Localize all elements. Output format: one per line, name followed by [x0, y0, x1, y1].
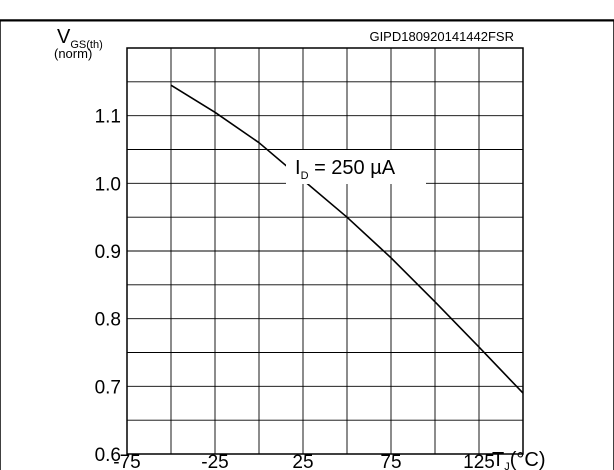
grid — [127, 48, 523, 454]
y-axis-norm-label: (norm) — [54, 46, 92, 61]
figure-code: GIPD180920141442FSR — [369, 29, 514, 44]
y-tick-label: 0.9 — [95, 242, 121, 263]
x-tick-label: -25 — [201, 452, 228, 470]
y-tick-label: 1.1 — [95, 107, 121, 128]
annotation-background — [286, 150, 426, 184]
curve-annotation: ID = 250 µA — [295, 157, 396, 182]
x-tick-label: 75 — [380, 452, 401, 470]
x-tick-label: 125 — [463, 452, 495, 470]
tick-labels: -75 -25 25 75 125 0.6 0.7 0.8 0.9 1.0 1.1 — [95, 107, 495, 470]
chart-frame — [0, 19, 614, 470]
x-axis-label: TJ(°C) — [492, 449, 545, 470]
plot-area-border — [126, 47, 524, 455]
y-tick-label: 1.0 — [95, 174, 121, 195]
x-tick-label: -75 — [113, 452, 140, 470]
series-line — [170, 84, 524, 394]
y-tick-label: 0.6 — [95, 445, 121, 466]
series-group — [170, 84, 524, 394]
x-axis-label-sub: J — [504, 461, 510, 470]
y-axis-label: VGS(th) — [57, 26, 103, 51]
x-tick-label: 25 — [292, 452, 313, 470]
y-tick-label: 0.7 — [95, 377, 121, 398]
y-axis-label-sub: GS(th) — [70, 39, 102, 51]
y-tick-label: 0.8 — [95, 310, 121, 331]
